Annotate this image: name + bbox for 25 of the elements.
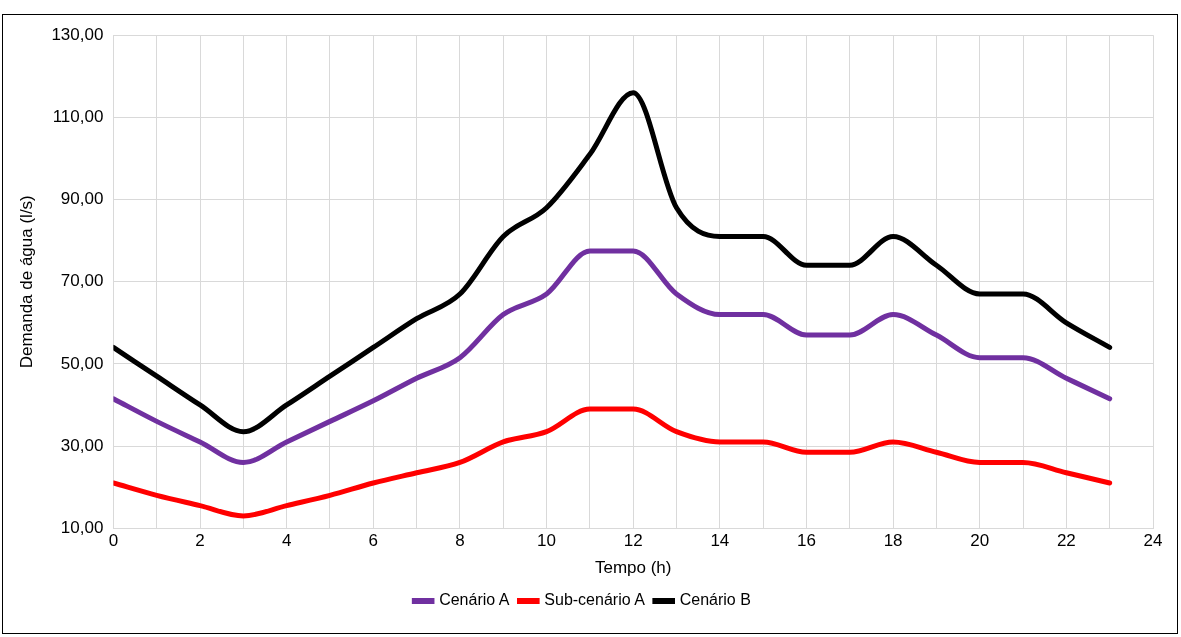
x-tick-label: 10: [537, 531, 557, 551]
x-tick-label: 6: [368, 531, 379, 551]
y-tick-label: 30,00: [60, 435, 104, 455]
y-tick-label: 90,00: [60, 189, 104, 209]
legend-label: Cenário A: [439, 591, 510, 609]
y-axis-title: Demanda de água (l/s): [16, 195, 36, 369]
y-tick-label: 50,00: [60, 353, 104, 373]
y-tick-label: 10,00: [60, 517, 104, 537]
legend-label: Cenário B: [679, 591, 751, 609]
legend-label: Sub-cenário A: [544, 591, 646, 609]
x-tick-label: 22: [1056, 531, 1076, 551]
y-tick-label: 70,00: [60, 271, 104, 291]
y-tick-label: 110,00: [52, 107, 104, 127]
x-tick-label: 24: [1143, 531, 1163, 551]
x-tick-label: 4: [281, 531, 292, 551]
x-axis-title: Tempo (h): [594, 558, 672, 578]
x-tick-label: 12: [623, 531, 643, 551]
x-tick-label: 2: [195, 531, 205, 551]
x-tick-label: 16: [797, 531, 816, 551]
x-tick-label: 8: [455, 531, 465, 551]
x-tick-label: 0: [108, 531, 119, 551]
y-tick-label: 130,00: [51, 24, 104, 44]
x-tick-label: 18: [883, 531, 903, 551]
x-tick-label: 14: [710, 531, 730, 551]
x-tick-label: 20: [970, 531, 990, 551]
